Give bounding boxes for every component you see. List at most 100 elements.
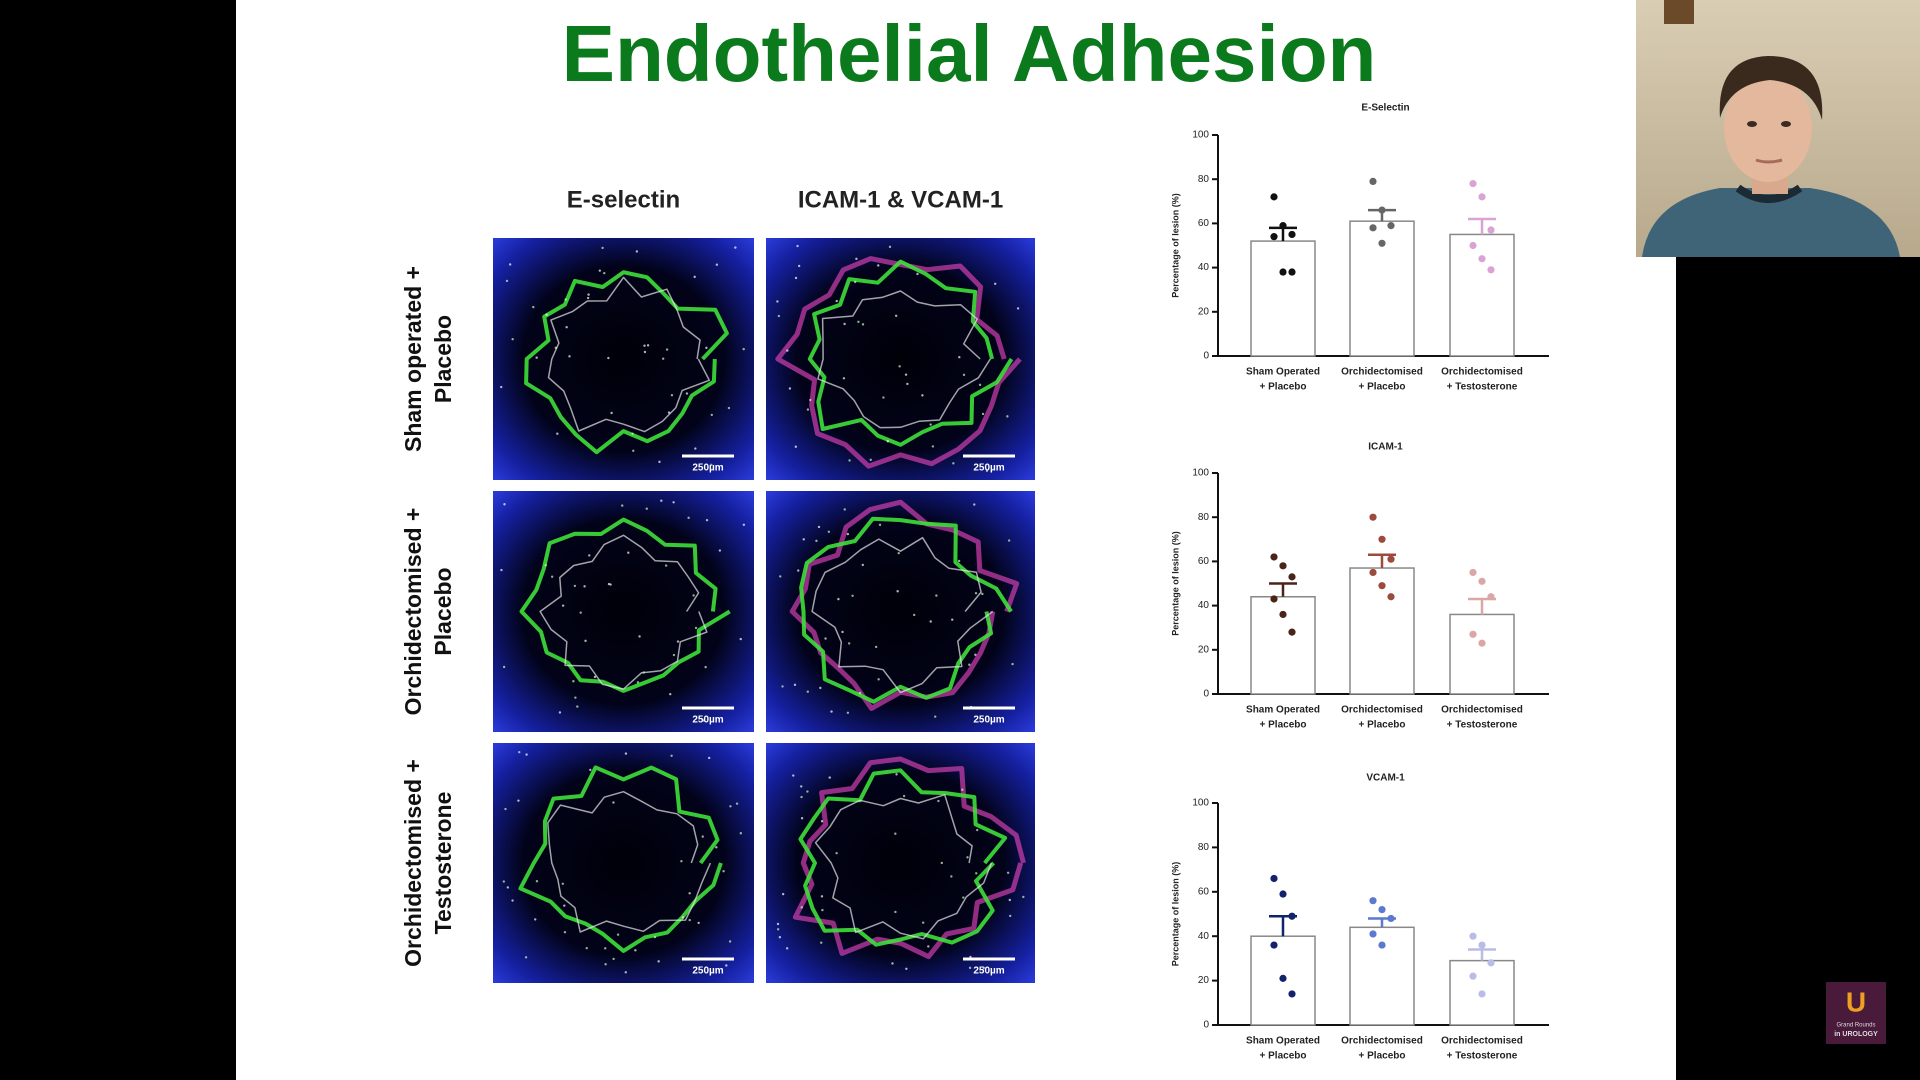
data-point xyxy=(1369,897,1377,905)
data-point xyxy=(1469,180,1477,188)
collar xyxy=(1735,184,1803,203)
error-bar xyxy=(1468,217,1496,235)
cell-dot xyxy=(532,305,535,309)
data-point xyxy=(1487,959,1495,967)
cell-dot xyxy=(574,696,577,699)
cell-dot xyxy=(653,935,657,939)
cell-dot xyxy=(694,626,698,630)
data-point xyxy=(1487,266,1495,274)
cell-dot xyxy=(635,250,639,253)
cell-dot xyxy=(563,904,566,907)
cell-dot xyxy=(796,244,799,248)
data-point xyxy=(1387,914,1395,923)
scale-label: 250µm xyxy=(973,966,1004,977)
cell-dot xyxy=(962,896,965,899)
tissue-stain xyxy=(518,765,723,953)
cell-dot xyxy=(634,949,637,952)
cell-dot xyxy=(583,585,586,588)
data-point xyxy=(1279,562,1287,570)
cell-dot xyxy=(670,754,673,757)
cell-dot xyxy=(643,344,646,347)
cell-dot xyxy=(935,594,938,597)
cell-dot xyxy=(820,941,823,944)
y-axis-label: Percentage of lesion (%) xyxy=(1170,862,1180,967)
cell-dot xyxy=(561,882,565,885)
cell-dot xyxy=(728,940,732,943)
cell-dot xyxy=(718,549,722,552)
cell-dot xyxy=(1016,307,1020,310)
cell-dot xyxy=(809,398,812,402)
data-point xyxy=(1369,568,1377,577)
chart-title: VCAM-1 xyxy=(1366,773,1405,784)
cell-dot xyxy=(843,508,846,511)
data-point xyxy=(1369,224,1377,232)
cell-dot xyxy=(715,263,719,266)
cell-dot xyxy=(828,776,831,779)
scale-label: 250µm xyxy=(692,715,723,726)
y-tick-label: 80 xyxy=(1198,842,1210,853)
cell-dot xyxy=(631,432,634,435)
cell-dot xyxy=(894,910,897,914)
cell-dot xyxy=(861,323,865,326)
cell-dot xyxy=(669,692,672,696)
data-point xyxy=(1469,932,1477,940)
cell-dot xyxy=(525,753,528,756)
cell-dot xyxy=(518,750,521,754)
cell-dot xyxy=(704,665,707,669)
cell-dot xyxy=(502,880,506,883)
cell-dot xyxy=(612,801,615,804)
tissue-stain xyxy=(817,290,991,429)
data-point xyxy=(1469,568,1477,577)
cell-dot xyxy=(672,653,676,657)
scale-label: 250µm xyxy=(973,715,1004,726)
cell-dot xyxy=(607,356,610,360)
cell-dot xyxy=(891,962,894,965)
tissue-stain xyxy=(814,793,993,940)
cell-dot xyxy=(857,320,860,324)
cell-dot xyxy=(966,856,969,859)
cell-dot xyxy=(806,690,810,693)
cell-dot xyxy=(913,613,916,617)
cell-dot xyxy=(776,922,780,926)
y-axis-label: Percentage of lesion (%) xyxy=(1170,531,1180,636)
cell-dot xyxy=(821,908,824,912)
cell-dot xyxy=(701,835,704,838)
cell-dot xyxy=(792,774,795,777)
wall-frame xyxy=(1664,0,1694,24)
cell-dot xyxy=(869,458,872,461)
cell-dot xyxy=(929,620,932,623)
cell-dot xyxy=(906,382,909,386)
cell-dot xyxy=(576,705,579,708)
slide-title: Endothelial Adhesion xyxy=(562,9,1377,98)
webcam xyxy=(1636,0,1920,257)
data-point xyxy=(1387,593,1395,601)
y-tick-label: 0 xyxy=(1203,1020,1209,1031)
scale-label: 250µm xyxy=(692,966,723,977)
cell-dot xyxy=(587,293,590,296)
cell-dot xyxy=(610,411,613,415)
data-point xyxy=(1478,193,1486,201)
data-point xyxy=(1270,233,1278,241)
x-tick-label: Orchidectomised xyxy=(1341,367,1423,378)
tissue-stain xyxy=(519,517,731,693)
micrograph xyxy=(766,491,1035,732)
cell-dot xyxy=(794,276,798,280)
cell-dot xyxy=(797,569,800,572)
cell-dot xyxy=(976,828,979,832)
cell-dot xyxy=(735,802,739,805)
cell-dot xyxy=(916,272,919,276)
cell-dot xyxy=(585,946,588,950)
cell-dot xyxy=(827,530,831,533)
cell-dot xyxy=(694,447,697,450)
cell-dot xyxy=(1011,662,1014,666)
cell-dot xyxy=(588,554,591,557)
data-point xyxy=(1279,268,1287,276)
y-tick-label: 60 xyxy=(1198,218,1210,229)
y-tick-label: 100 xyxy=(1192,798,1209,809)
data-point xyxy=(1387,222,1395,230)
scale-label: 250µm xyxy=(692,463,723,474)
cell-dot xyxy=(897,551,900,555)
data-point xyxy=(1288,628,1296,636)
cell-dot xyxy=(601,246,604,250)
micrograph xyxy=(766,743,1035,983)
